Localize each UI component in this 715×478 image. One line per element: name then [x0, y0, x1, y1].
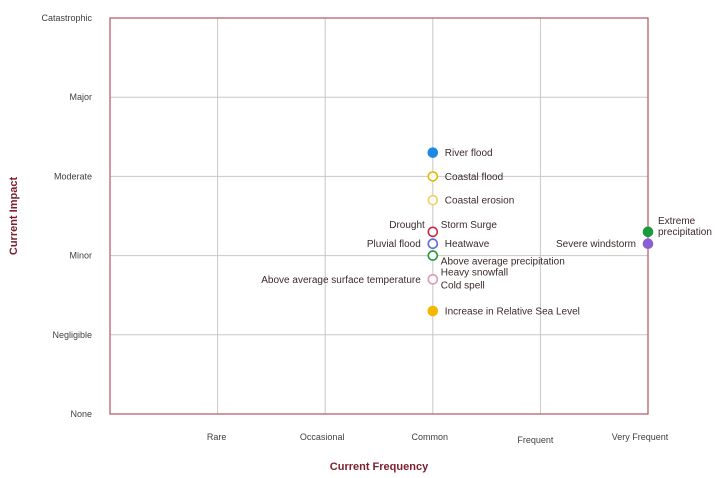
x-tick-labels: Rare Occasional Common Frequent Very Frequen… — [207, 432, 669, 445]
point-label: River flood — [445, 148, 493, 159]
x-tick-label: Common — [412, 432, 449, 442]
data-point — [427, 171, 439, 182]
point-label: Heatwave — [445, 239, 490, 250]
data-point — [642, 238, 654, 250]
data-point — [427, 147, 439, 158]
point-label: Above average precipitation — [441, 257, 565, 268]
data-point — [427, 274, 439, 285]
y-axis-title: Current Impact — [8, 177, 20, 256]
x-tick-label: Very Frequent — [612, 432, 669, 442]
data-point — [427, 238, 439, 250]
y-tick-label: Major — [69, 92, 92, 102]
x-axis-title: Current Frequency — [330, 461, 429, 473]
y-tick-label: Catastrophic — [41, 13, 92, 23]
point-label: Coastal erosion — [445, 196, 514, 207]
point-label: Increase in Relative Sea Level — [445, 307, 580, 318]
grid-layer — [110, 18, 648, 414]
plot-border — [109, 17, 649, 415]
point-label: Heavy snowfall — [441, 267, 508, 278]
data-points — [427, 147, 654, 317]
point-label: Drought — [389, 220, 425, 231]
point-label: Pluvial flood — [367, 239, 421, 250]
data-point — [427, 305, 439, 317]
point-label: Cold spell — [441, 280, 485, 291]
data-point — [427, 194, 439, 206]
y-tick-label: Minor — [69, 251, 92, 261]
x-tick-label: Occasional — [300, 432, 345, 442]
point-label: Severe windstorm — [556, 239, 636, 250]
point-labels: River flood Coastal flood Coastal erosion S… — [261, 148, 712, 317]
point-label: Above average surface temperature — [261, 275, 421, 286]
data-point — [642, 226, 654, 238]
y-tick-label: Moderate — [54, 171, 92, 181]
point-label: precipitation — [658, 227, 712, 238]
data-point — [427, 226, 439, 238]
x-tick-label: Frequent — [517, 435, 554, 445]
point-label: Extreme — [658, 216, 696, 227]
y-tick-label: None — [70, 409, 92, 419]
point-label: Coastal flood — [445, 172, 503, 183]
point-label: Storm Surge — [441, 220, 498, 231]
y-tick-label: Negligible — [52, 330, 92, 340]
data-point — [427, 250, 439, 261]
y-tick-labels: None Negligible Minor Moderate Major Catastro… — [41, 13, 92, 419]
x-tick-label: Rare — [207, 432, 227, 442]
